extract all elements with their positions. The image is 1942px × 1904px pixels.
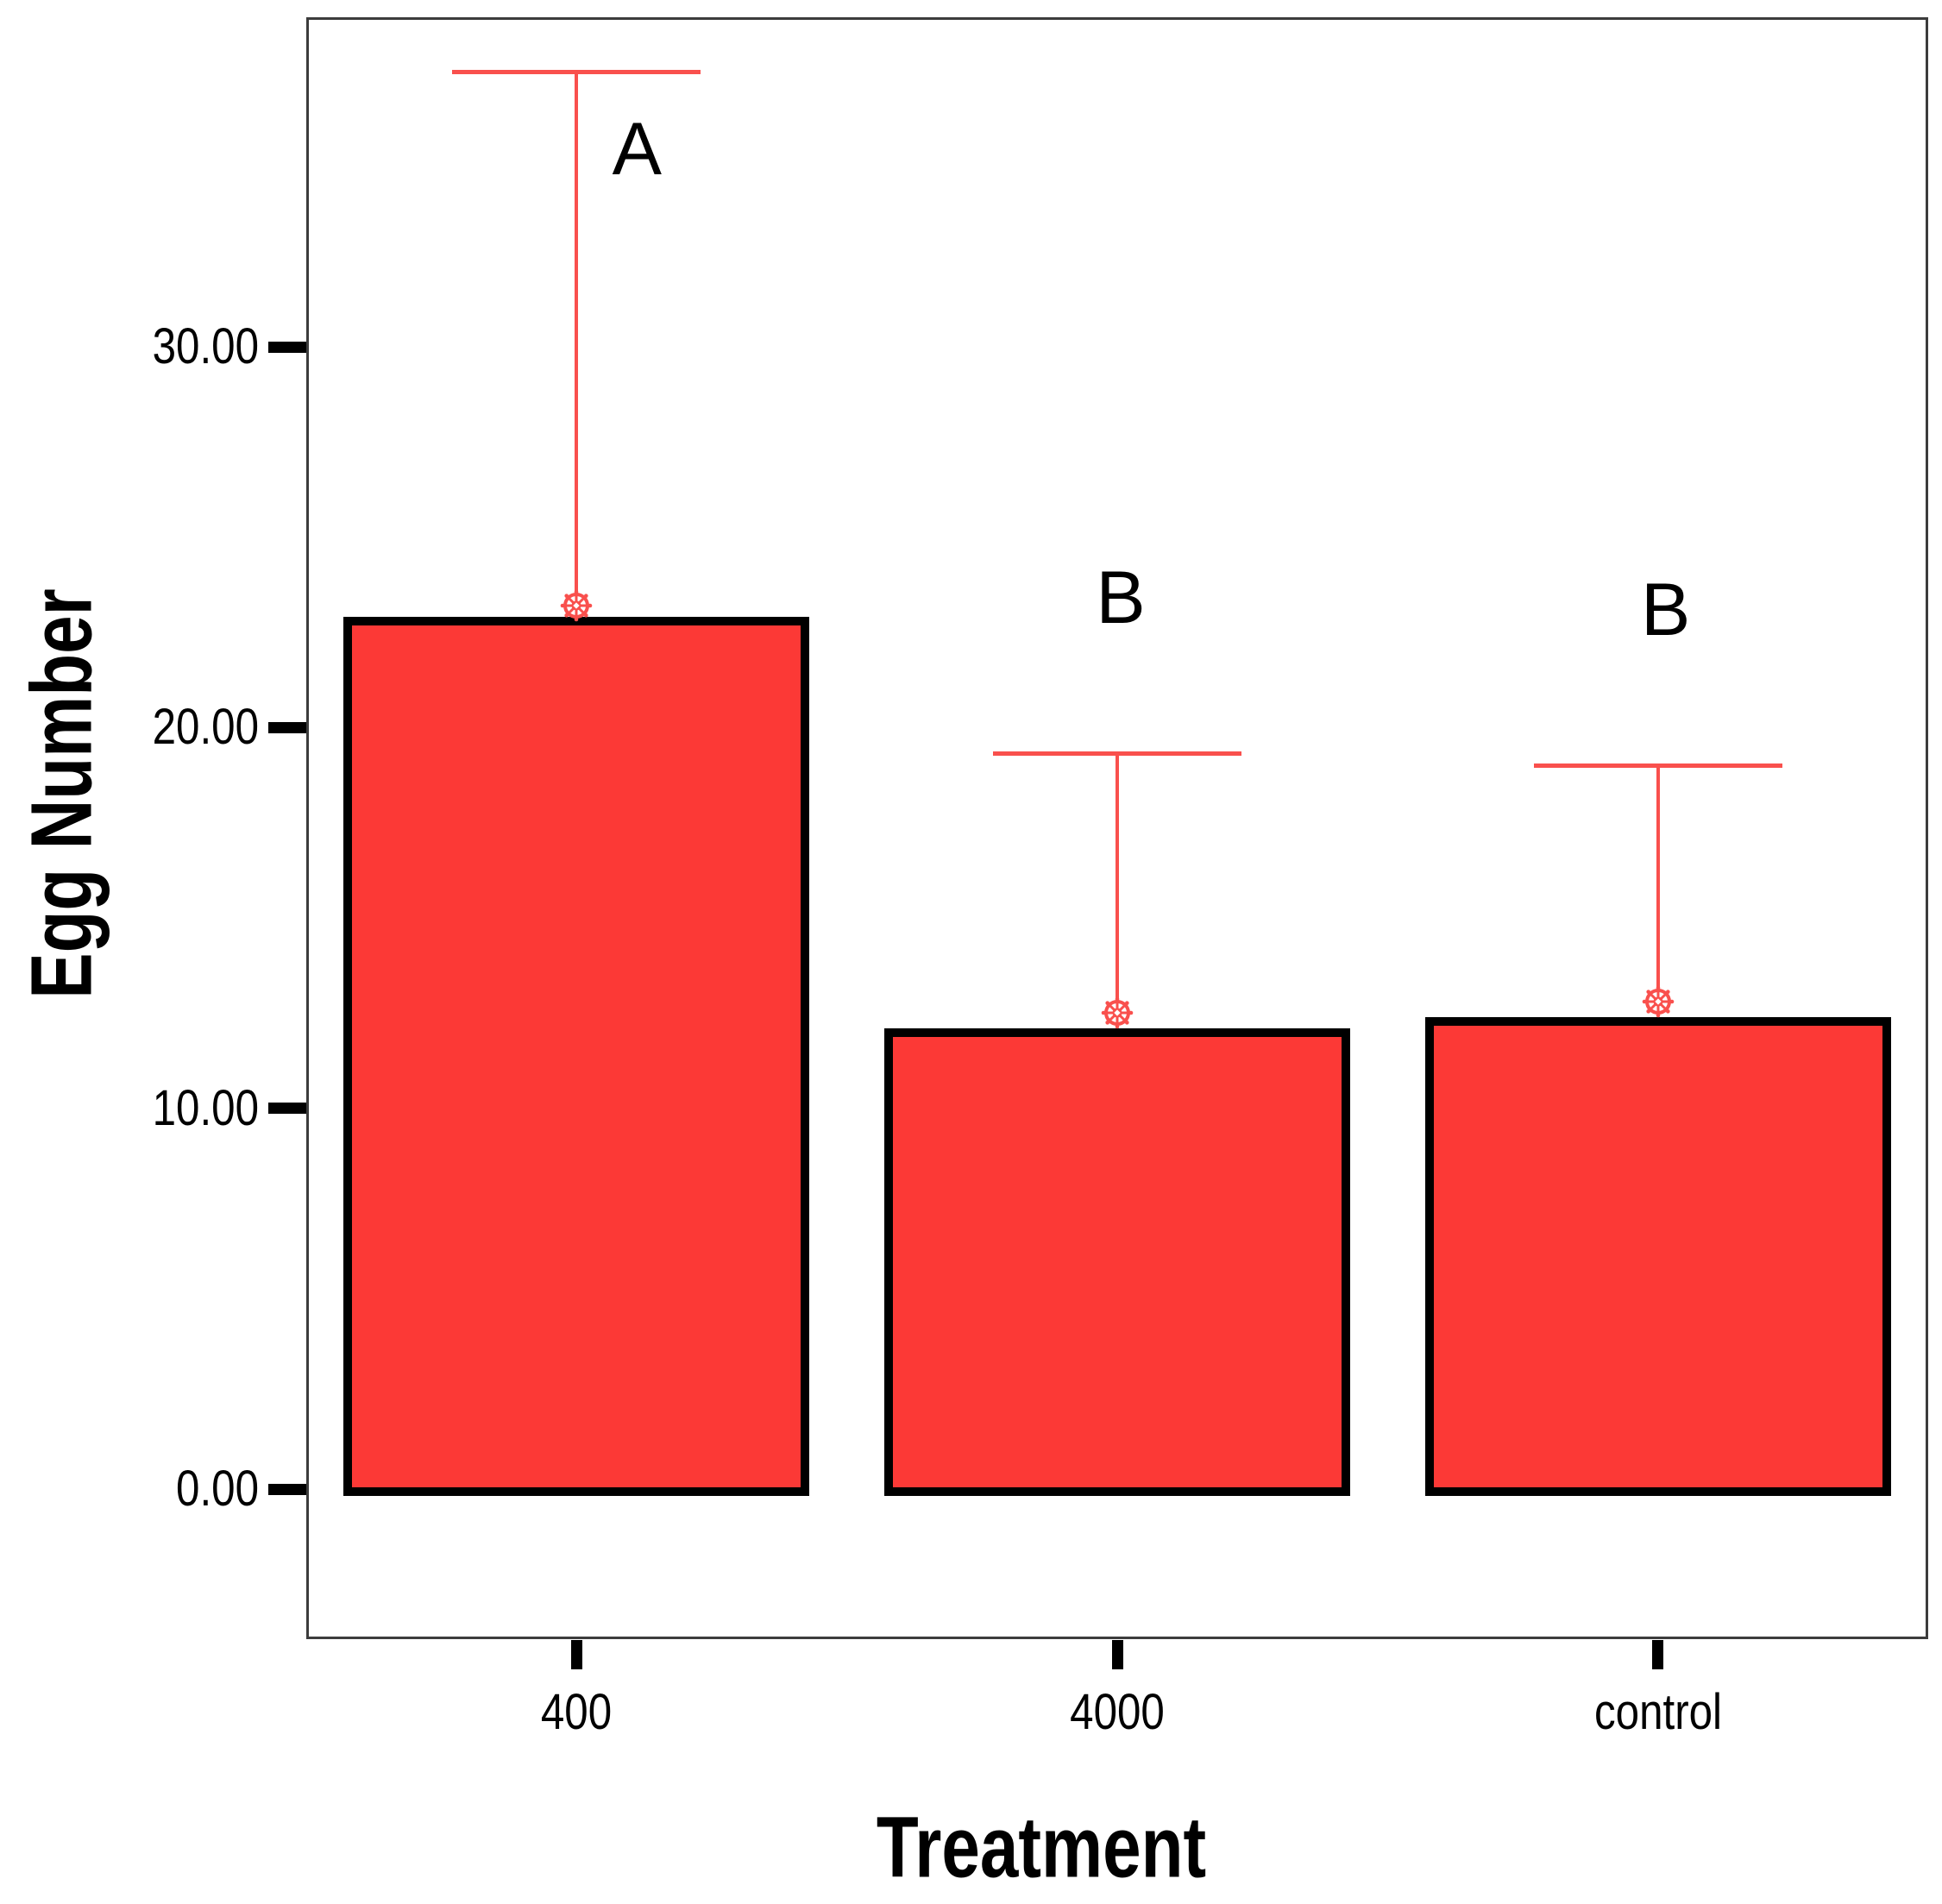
bar — [343, 617, 810, 1496]
x-axis-tick — [1111, 1640, 1123, 1669]
y-tick-label: 10.00 — [152, 1079, 259, 1136]
y-axis-tick — [268, 1483, 306, 1495]
error-bar-cap — [993, 751, 1241, 757]
wheel-marker-icon — [559, 588, 594, 623]
y-axis-tick — [268, 341, 306, 353]
x-axis-title: Treatment — [876, 1799, 1207, 1896]
bar — [884, 1028, 1350, 1496]
x-tick-label: control — [1593, 1684, 1722, 1740]
significance-letter: A — [612, 107, 663, 191]
wheel-marker-icon — [1641, 984, 1675, 1019]
x-axis-tick — [570, 1640, 582, 1669]
significance-letter: B — [1640, 568, 1691, 651]
significance-letter: B — [1096, 556, 1146, 640]
y-tick-label: 30.00 — [152, 318, 259, 375]
error-bar-line — [575, 72, 579, 606]
y-axis-title: Egg Number — [13, 588, 110, 999]
y-axis-tick — [268, 721, 306, 733]
error-bar-line — [1116, 754, 1119, 1014]
y-axis-tick — [268, 1103, 306, 1115]
bar — [1424, 1016, 1891, 1496]
error-bar-cap — [1533, 763, 1782, 768]
x-tick-label: 4000 — [1070, 1684, 1165, 1740]
y-tick-label: 0.00 — [176, 1461, 259, 1517]
x-axis-tick — [1652, 1640, 1664, 1669]
error-bar-line — [1656, 765, 1660, 1002]
x-tick-label: 400 — [541, 1684, 613, 1740]
y-tick-label: 20.00 — [152, 699, 259, 756]
error-bar-cap — [452, 70, 701, 75]
wheel-marker-icon — [1100, 996, 1134, 1030]
